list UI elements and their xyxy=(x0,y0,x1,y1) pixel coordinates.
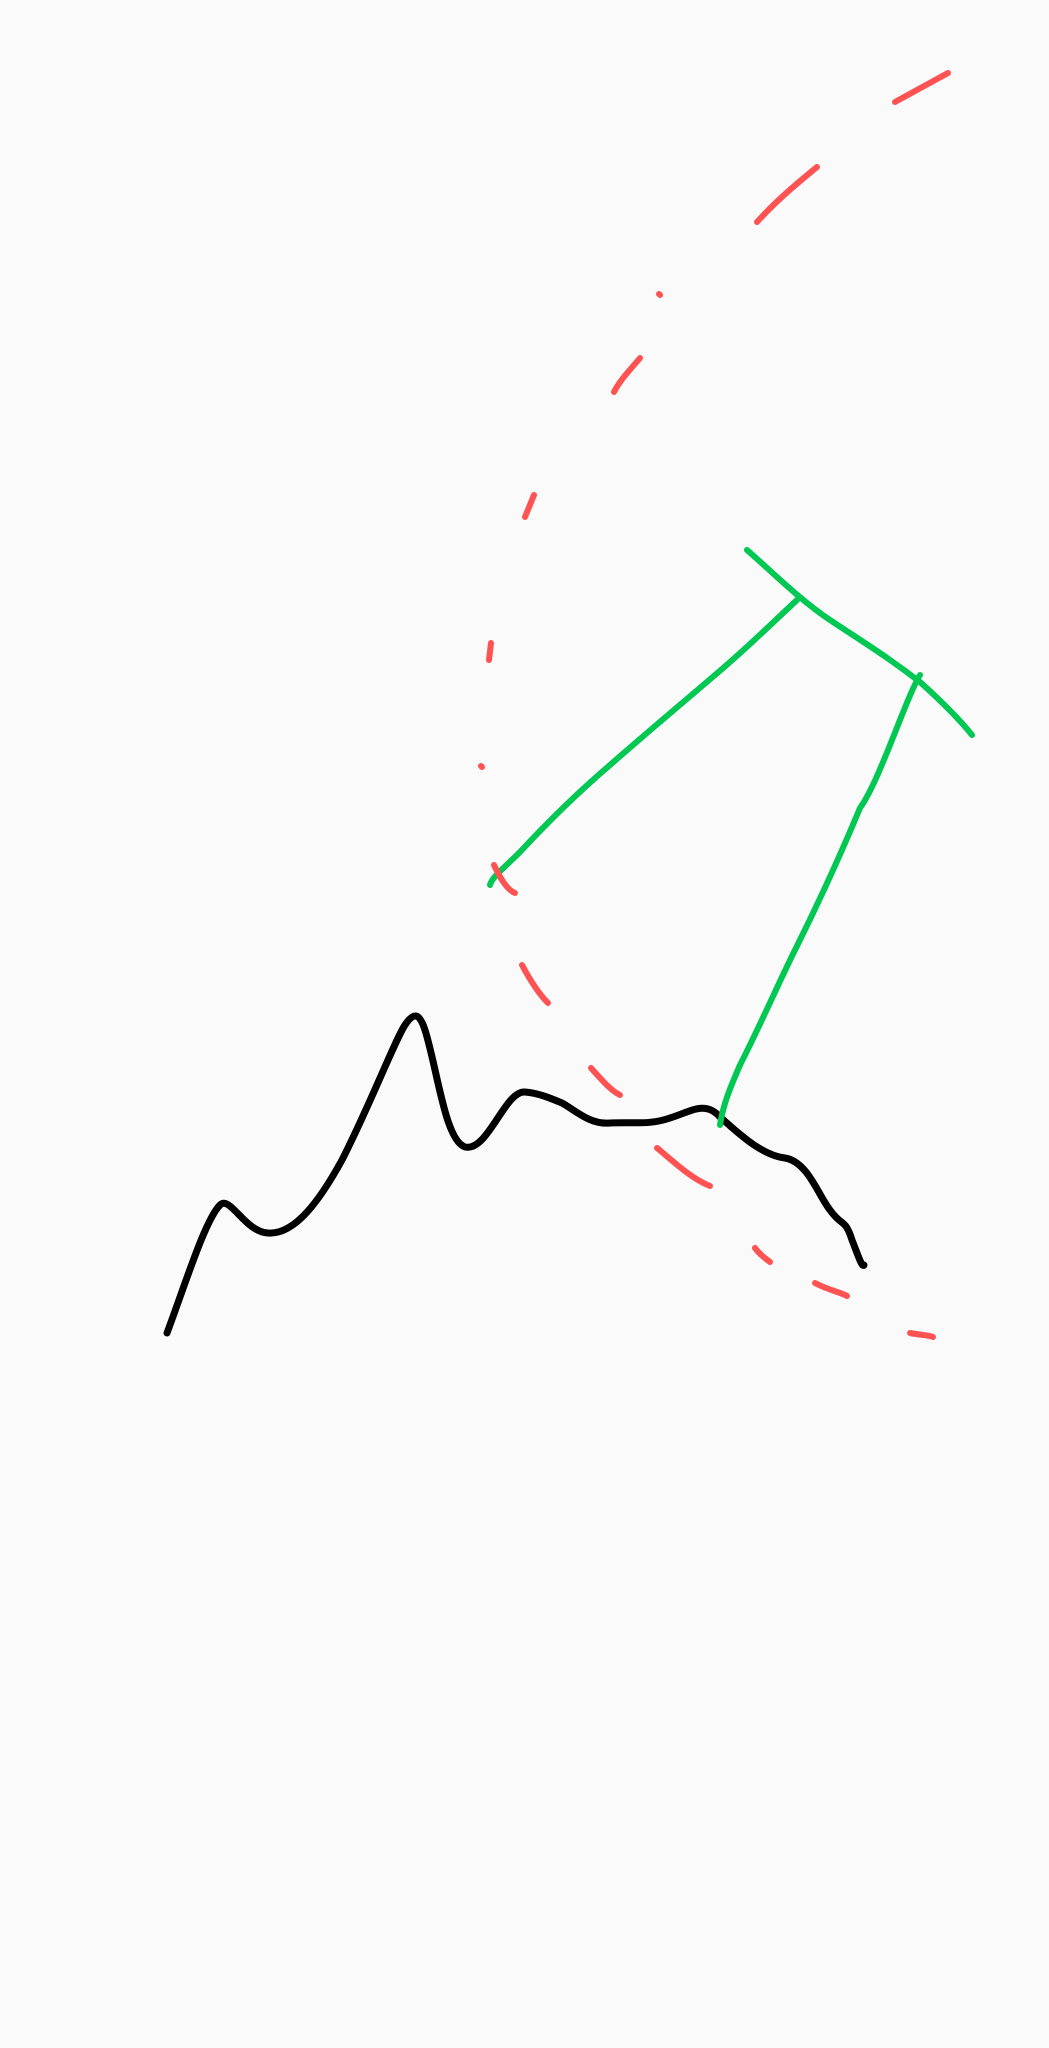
black-stroke xyxy=(163,1012,868,1337)
red-dot-7 xyxy=(478,763,485,770)
red-dash-11 xyxy=(654,1145,713,1189)
red-dot-3 xyxy=(656,291,663,298)
red-dashed-curve xyxy=(478,70,951,1340)
red-dash-14 xyxy=(907,1330,936,1340)
red-dash-8 xyxy=(491,862,518,896)
red-dash-9 xyxy=(519,962,551,1006)
green-stroke-right xyxy=(717,672,923,1128)
red-dash-4 xyxy=(611,355,643,395)
red-dash-12 xyxy=(752,1245,773,1265)
red-dash-5 xyxy=(522,492,537,520)
green-stroke-top xyxy=(744,547,975,738)
green-stroke-left xyxy=(487,597,800,888)
red-dash-10 xyxy=(588,1065,623,1098)
red-dash-2 xyxy=(754,164,820,225)
red-dash-6 xyxy=(486,640,494,663)
red-dash-13 xyxy=(812,1280,850,1299)
red-dash-1 xyxy=(892,70,951,105)
